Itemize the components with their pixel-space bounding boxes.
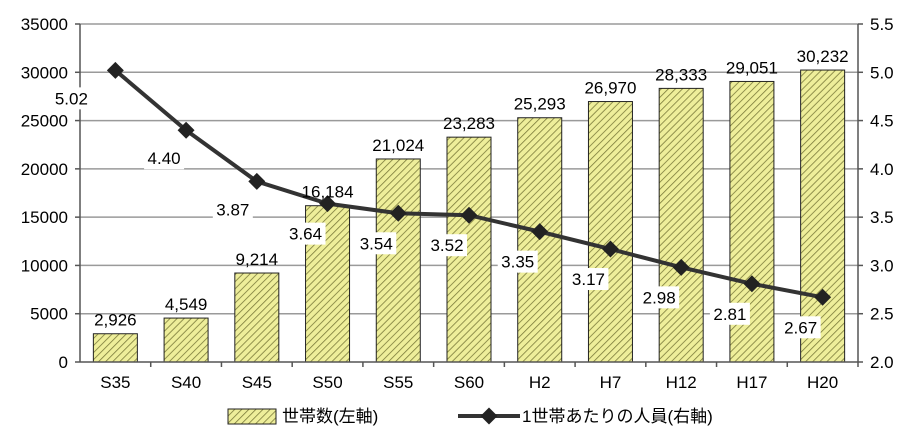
bar-value-label: 23,283 [443, 114, 495, 133]
bar-value-label: 4,549 [165, 295, 208, 314]
bar-value-label: 26,970 [584, 79, 636, 98]
y-left-tick-label: 10000 [21, 256, 68, 275]
y-right-tick-label: 5.0 [870, 63, 894, 82]
legend-line-label: 1世帯あたりの人員(右軸) [522, 407, 713, 426]
line-value-label: 5.02 [55, 89, 88, 108]
y-left-tick-label: 20000 [21, 160, 68, 179]
bar-value-label: 29,051 [726, 58, 778, 77]
y-left-tick-label: 5000 [30, 305, 68, 324]
bar [588, 102, 632, 362]
line-value-label: 2.67 [784, 318, 817, 337]
x-tick-label: H7 [600, 373, 622, 392]
bar [164, 318, 208, 362]
y-left-tick-label: 0 [59, 353, 68, 372]
bar-value-label: 30,232 [797, 47, 849, 66]
y-left-tick-label: 15000 [21, 208, 68, 227]
x-tick-label: S50 [312, 373, 342, 392]
bar-value-label: 25,293 [514, 95, 566, 114]
y-left-tick-label: 30000 [21, 63, 68, 82]
x-tick-label: H20 [807, 373, 838, 392]
x-tick-label: H2 [529, 373, 551, 392]
line-value-label: 3.87 [216, 200, 249, 219]
x-tick-label: S35 [100, 373, 130, 392]
bar-value-label: 9,214 [236, 250, 279, 269]
x-tick-label: H17 [736, 373, 767, 392]
bar-value-label: 2,926 [94, 311, 137, 330]
bar-value-label: 16,184 [302, 183, 354, 202]
y-left-tick-label: 25000 [21, 112, 68, 131]
x-tick-label: S60 [454, 373, 484, 392]
legend: 世帯数(左軸) 1世帯あたりの人員(右軸) [228, 407, 713, 426]
line-value-label: 3.52 [430, 236, 463, 255]
bar [93, 334, 137, 362]
line-value-label: 4.40 [148, 149, 181, 168]
legend-bar-label: 世帯数(左軸) [282, 407, 378, 426]
x-tick-label: S40 [171, 373, 201, 392]
line-value-label: 2.98 [643, 288, 676, 307]
bar-value-label: 21,024 [372, 136, 424, 155]
y-right-tick-label: 2.5 [870, 305, 894, 324]
y-right-tick-label: 3.5 [870, 208, 894, 227]
bar [235, 273, 279, 362]
x-tick-label: S55 [383, 373, 413, 392]
y-right-tick-label: 5.5 [870, 15, 894, 34]
bar [376, 159, 420, 362]
y-right-tick-label: 2.0 [870, 353, 894, 372]
x-tick-label: S45 [242, 373, 272, 392]
y-right-tick-label: 4.0 [870, 160, 894, 179]
line-value-label: 3.35 [501, 253, 534, 272]
legend-line-marker [481, 408, 498, 425]
y-right-tick-label: 3.0 [870, 256, 894, 275]
line-value-label: 3.64 [289, 225, 322, 244]
bar [659, 88, 703, 362]
line-value-label: 2.81 [713, 305, 746, 324]
legend-bar-swatch [228, 409, 276, 424]
x-tick-label: H12 [666, 373, 697, 392]
line-value-label: 3.17 [572, 270, 605, 289]
line-value-label: 3.54 [360, 234, 393, 253]
y-right-tick-label: 4.5 [870, 112, 894, 131]
bar-value-label: 28,333 [655, 65, 707, 84]
y-left-tick-label: 35000 [21, 15, 68, 34]
